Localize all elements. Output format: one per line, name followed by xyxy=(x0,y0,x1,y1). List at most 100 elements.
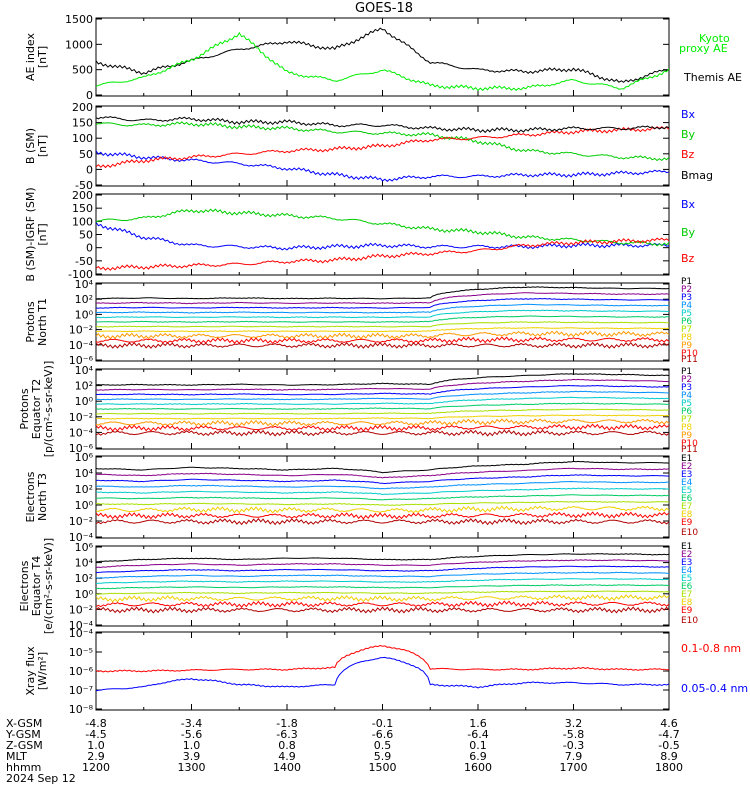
legend-entry: E5 xyxy=(681,486,692,496)
y-tick-label: 10⁻⁴ xyxy=(69,619,94,632)
ephemeris-value: 0.5 xyxy=(374,739,392,752)
y-tick-label: 0 xyxy=(86,242,93,255)
legend-entry: P9 xyxy=(681,431,692,441)
y-axis-label: Protons xyxy=(24,301,37,342)
legend-entry: E8 xyxy=(681,598,693,608)
y-tick-label: 100 xyxy=(72,215,93,228)
series-0-05-0-4-nm xyxy=(96,656,669,692)
trace-group xyxy=(96,27,669,92)
legend-entry: P8 xyxy=(681,333,692,343)
y-tick-label: 10⁻⁸ xyxy=(69,703,94,716)
legend-entry: E6 xyxy=(681,494,693,504)
band-e4 xyxy=(96,480,669,490)
ephemeris-value: 1500 xyxy=(369,761,397,774)
ephemeris-value: -5.6 xyxy=(181,728,202,741)
ephemeris-value: 6.9 xyxy=(469,750,487,763)
panel-pnorth: 10⁴ 10² 10⁰ 10⁻² 10⁻⁴ 10⁻⁶ Protons North T1 P1P2… xyxy=(24,277,698,367)
y-tick-label: -100 xyxy=(68,268,93,281)
band-p9 xyxy=(96,330,669,340)
time-axis-labels: -4.8 -3.4 -1.8 -0.1 1.6 3.2 4.6 xyxy=(85,717,677,730)
trace-group xyxy=(96,460,669,526)
y-tick-label: 10² xyxy=(75,572,93,585)
ephemeris-value: 1300 xyxy=(178,761,206,774)
band-e6 xyxy=(96,494,669,501)
band-p7 xyxy=(96,408,669,415)
legend-entry: 0.05-0.4 nm xyxy=(681,682,748,695)
y-axis-label: [nT] xyxy=(36,135,49,157)
ephemeris-row-label: X-GSM xyxy=(6,717,42,730)
y-axis-label: [nT] xyxy=(36,46,49,68)
y-tick-label: 10⁻⁴ xyxy=(69,627,94,640)
legend-entry: proxy AE xyxy=(679,42,728,55)
y-tick-label: 10⁰ xyxy=(75,395,94,408)
y-axis-label: AE index xyxy=(24,32,37,81)
band-p5 xyxy=(96,396,669,406)
series-bmag xyxy=(96,116,669,134)
legend-entry: P2 xyxy=(681,375,692,385)
y-tick-label: 10⁶ xyxy=(75,541,94,554)
band-p4 xyxy=(96,303,669,314)
legend-entry: E3 xyxy=(681,558,692,568)
band-e6 xyxy=(96,584,669,590)
y-tick-label: 500 xyxy=(72,64,93,77)
band-p1 xyxy=(96,286,669,300)
y-tick-label: 50 xyxy=(79,148,93,161)
legend-entry: Bmag xyxy=(681,169,713,182)
legend-entry: By xyxy=(681,226,696,239)
band-p11 xyxy=(96,341,669,349)
legend-entry: P10 xyxy=(681,349,698,359)
ephemeris-value: 1700 xyxy=(560,761,588,774)
ephemeris-value: 1200 xyxy=(82,761,110,774)
legend-entry: P7 xyxy=(681,325,692,335)
x-tick-label: -4.8 xyxy=(85,717,106,730)
band-e5 xyxy=(96,487,669,496)
legend-entry: P9 xyxy=(681,341,692,351)
legend-entry: E4 xyxy=(681,478,693,488)
legend-entry: E9 xyxy=(681,518,693,528)
y-axis-label: Equator T4 xyxy=(30,556,43,616)
legend-entry: P6 xyxy=(681,317,692,327)
series-bx xyxy=(96,150,669,182)
legend-entry: P3 xyxy=(681,293,692,303)
ephemeris-value: -6.4 xyxy=(467,728,488,741)
ephemeris-value: 0.1 xyxy=(469,739,487,752)
legend-entry: P4 xyxy=(681,391,692,401)
band-e2 xyxy=(96,559,669,569)
y-tick-label: 10⁴ xyxy=(75,467,94,480)
y-tick-label: 1000 xyxy=(65,38,93,51)
y-tick-label: 200 xyxy=(72,101,93,114)
series-kyoto-proxy-ae xyxy=(96,31,669,92)
legend-entry: P8 xyxy=(681,423,692,433)
y-tick-label: 150 xyxy=(72,202,93,215)
y-axis-label: B (SM)-IGRF (SM) xyxy=(24,187,37,281)
legend-entry: Bz xyxy=(681,252,695,265)
ephemeris-row-label: hhmm xyxy=(6,761,41,774)
y-tick-label: 10⁰ xyxy=(75,308,94,321)
x-tick-label: 3.2 xyxy=(565,717,583,730)
legend-entry: P5 xyxy=(681,399,692,409)
ephemeris-value: -5.8 xyxy=(563,728,584,741)
series-0-1-0-8-nm xyxy=(96,644,669,673)
band-p1 xyxy=(96,373,669,386)
legend-entry: P6 xyxy=(681,407,692,417)
legend-entry: P10 xyxy=(681,439,698,449)
y-tick-label: 10⁻² xyxy=(69,515,93,528)
ephemeris-value: -0.3 xyxy=(563,739,584,752)
legend-entry: Bz xyxy=(681,148,695,161)
y-tick-label: 10⁻⁶ xyxy=(69,442,94,455)
series-bx xyxy=(96,221,669,251)
legend-entry: 0.1-0.8 nm xyxy=(681,642,741,655)
y-tick-label: 10⁻⁴ xyxy=(69,339,94,352)
y-tick-label: 10⁻² xyxy=(69,603,93,616)
band-p8 xyxy=(96,414,669,420)
y-tick-label: 0 xyxy=(86,89,93,102)
band-e4 xyxy=(96,571,669,579)
y-tick-label: 200 xyxy=(72,189,93,202)
ephemeris-value: -6.6 xyxy=(372,728,393,741)
y-tick-label: 10⁻⁵ xyxy=(69,646,93,659)
band-e9 xyxy=(96,600,669,608)
legend-entry: E7 xyxy=(681,590,692,600)
series-by xyxy=(96,121,669,162)
